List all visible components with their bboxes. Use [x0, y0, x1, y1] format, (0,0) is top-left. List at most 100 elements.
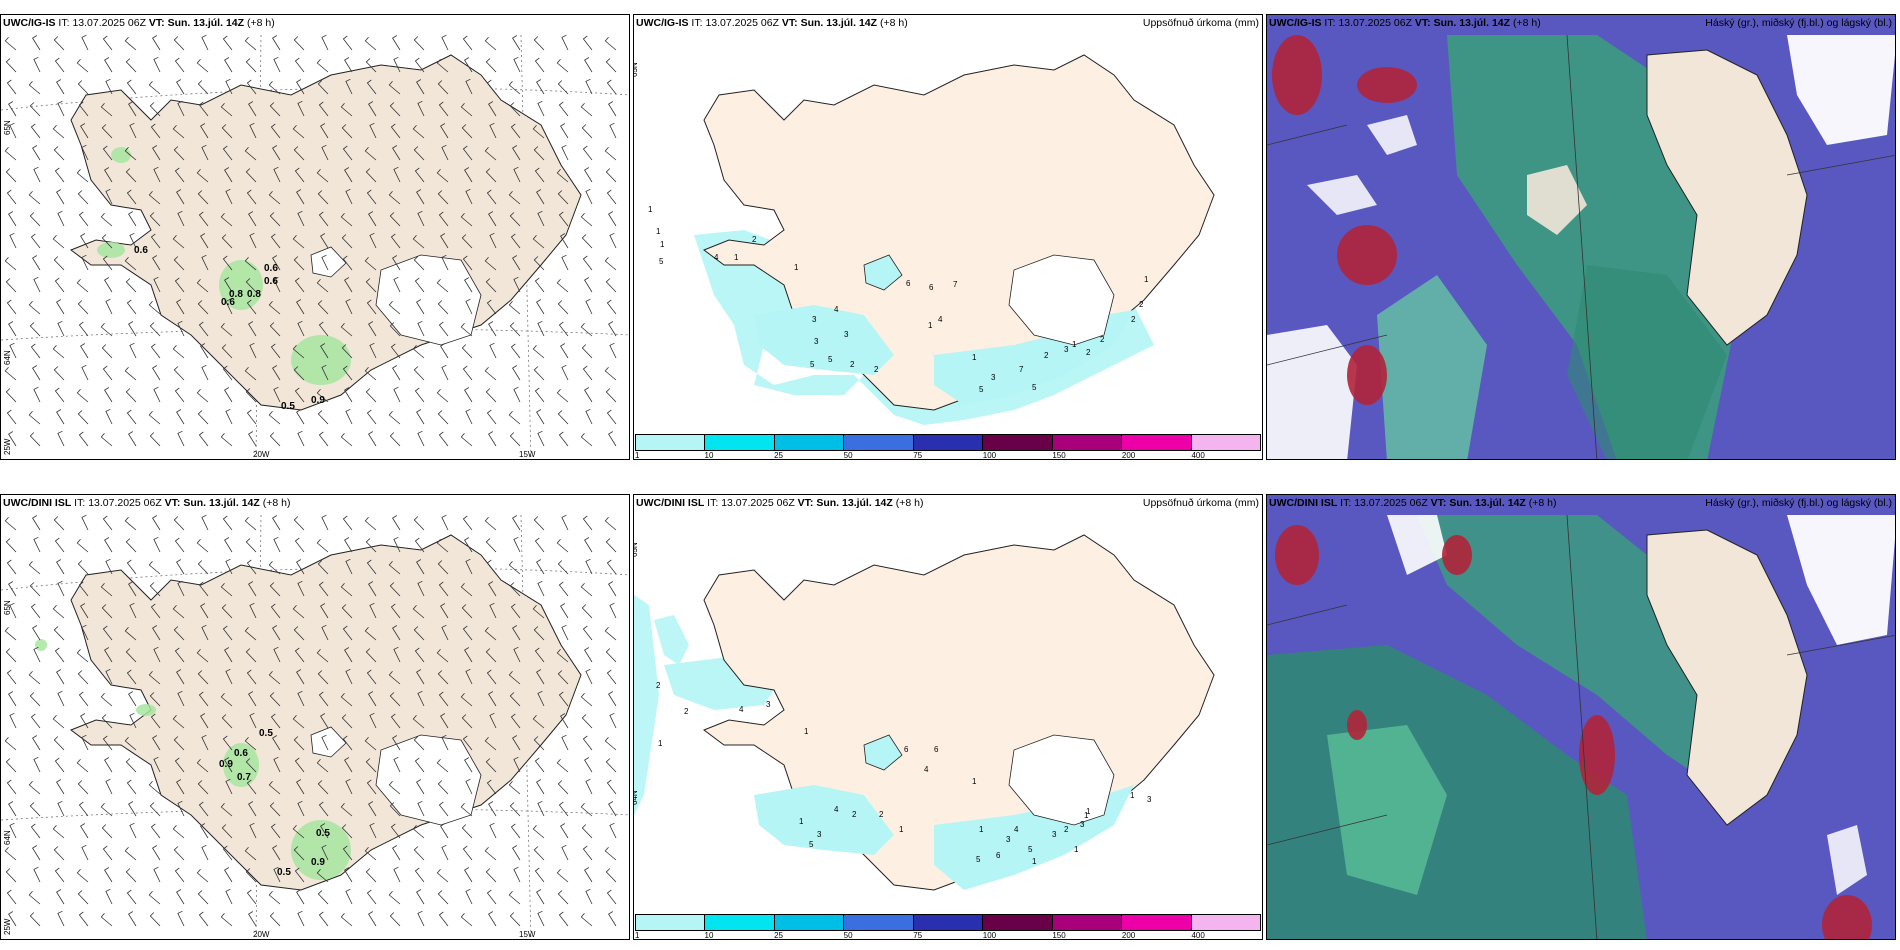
wind-barb	[54, 537, 65, 553]
wind-barb	[581, 124, 593, 139]
wind-barb	[81, 624, 89, 641]
wind-barb	[556, 648, 569, 663]
wind-barb	[489, 822, 497, 839]
wind-barb	[561, 144, 569, 161]
wind-barb	[174, 867, 185, 883]
wind-barb	[581, 234, 593, 249]
wind-barb	[57, 580, 65, 597]
legend-bar	[635, 914, 1261, 931]
wind-barb	[245, 868, 257, 883]
wind-barb	[345, 188, 353, 205]
legend-tick-label: 150	[1052, 451, 1066, 460]
wind-barb	[245, 168, 257, 183]
wind-barb	[225, 778, 233, 795]
legend-ticks: 1 10 25 50 75 100 150 200 400	[635, 451, 1261, 459]
wind-barb	[513, 646, 521, 663]
wind-barb	[580, 582, 593, 597]
wind-barb	[244, 626, 257, 641]
wind-barb	[222, 845, 233, 861]
wind-barb	[29, 912, 41, 927]
wind-barb	[608, 431, 617, 447]
wind-barb	[292, 604, 305, 619]
wind-barb	[269, 102, 281, 117]
precip-value-label: 6	[906, 279, 911, 288]
wind-barb	[557, 410, 569, 425]
wind-barb	[488, 321, 497, 337]
legend-tick-label: 400	[1191, 451, 1205, 460]
wind-barb	[465, 778, 473, 795]
wind-barb	[52, 234, 65, 249]
wind-barb	[201, 514, 209, 531]
wind-barb	[512, 845, 521, 861]
wind-barb	[153, 276, 161, 293]
wind-barb	[221, 124, 233, 139]
wind-barb	[125, 168, 137, 183]
wind-barb	[102, 735, 113, 751]
wind-barb	[488, 691, 497, 707]
lon-label: 15W	[519, 450, 536, 459]
wind-barb	[344, 57, 353, 73]
wind-barb	[33, 866, 41, 883]
wind-barb	[317, 560, 329, 575]
wind-barb	[126, 779, 137, 795]
wind-barb	[317, 890, 329, 905]
wind-barb	[148, 80, 161, 95]
legend-swatch	[705, 435, 775, 450]
lat-label: 64N	[3, 830, 12, 845]
wind-barb	[149, 692, 161, 707]
wind-barb	[8, 801, 17, 817]
wind-label: 0.6	[264, 276, 278, 287]
wind-barb	[32, 35, 41, 51]
wind-barb	[389, 102, 401, 117]
wind-barb	[582, 145, 593, 161]
wind-barb	[270, 713, 281, 729]
wind-barb	[606, 779, 617, 795]
precip-value-label: 3	[814, 337, 819, 346]
wind-barb	[78, 911, 89, 927]
wind-barb	[609, 712, 617, 729]
wind-barb	[581, 344, 593, 359]
wind-barb	[245, 538, 257, 553]
wind-barb	[152, 845, 161, 861]
precip-value-label: 1	[658, 739, 663, 748]
wind-barb	[416, 79, 425, 95]
wind-barb	[368, 321, 377, 337]
wind-barb	[441, 364, 449, 381]
wind-barb	[270, 343, 281, 359]
wind-barb	[584, 537, 593, 553]
wind-barb	[513, 756, 521, 773]
precip-value-label: 1	[1086, 807, 1091, 816]
wind-barb	[269, 432, 281, 447]
wind-barb	[56, 79, 65, 95]
wind-barb	[28, 560, 41, 575]
wind-barb	[461, 604, 473, 619]
wind-barb	[412, 604, 425, 619]
wind-barb	[173, 516, 185, 531]
wind-barb	[33, 276, 41, 293]
wind-barb	[368, 801, 377, 817]
wind-barb	[416, 299, 425, 315]
wind-barb	[222, 515, 233, 531]
precip-value-label: 1	[1074, 845, 1079, 854]
wind-label: 0.8	[229, 289, 243, 300]
wind-barb	[272, 255, 281, 271]
wind-barb	[249, 602, 257, 619]
wind-barb	[488, 801, 497, 817]
wind-barb	[416, 409, 425, 425]
wind-barb	[342, 845, 353, 861]
wind-barb	[225, 888, 233, 905]
wind-barb	[222, 145, 233, 161]
wind-barb	[196, 758, 209, 773]
wind-barb	[340, 692, 353, 707]
wind-barb	[246, 559, 257, 575]
lat-label: 64N	[3, 350, 12, 365]
precip-patches	[97, 147, 351, 385]
precip-value-label: 2	[1044, 351, 1049, 360]
wind-barb	[417, 910, 425, 927]
wind-barb	[392, 35, 401, 51]
precip-value-label: 5	[809, 840, 814, 849]
wind-barb	[196, 58, 209, 73]
wind-barb	[196, 388, 209, 403]
wind-barb	[200, 233, 209, 249]
wind-barb	[81, 364, 89, 381]
